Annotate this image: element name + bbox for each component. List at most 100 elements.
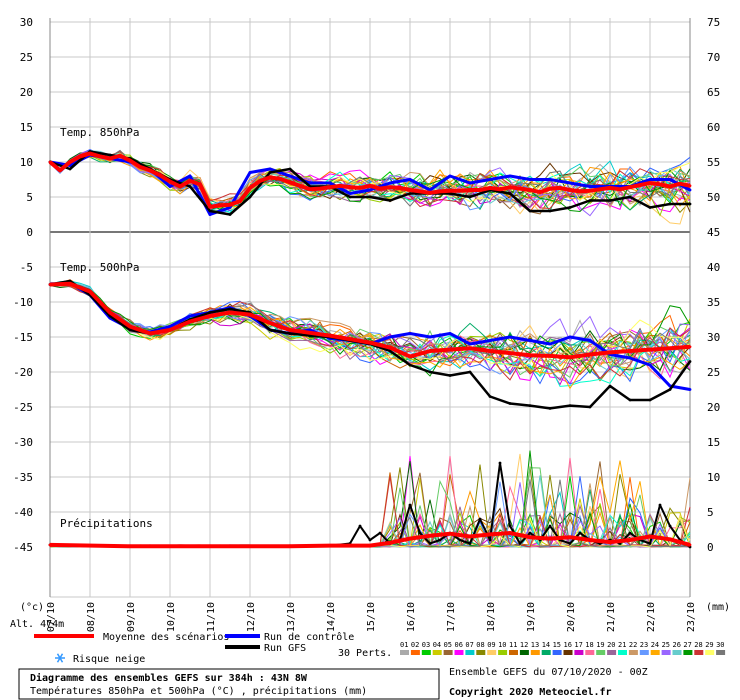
gfs-precip-line bbox=[49, 462, 691, 548]
x-tick-label: 16/10 bbox=[406, 602, 417, 632]
gfs-precip-line-point bbox=[428, 542, 432, 545]
footer: Diagramme des ensembles GEFS sur 384h : … bbox=[18, 667, 648, 700]
x-tick-label: 19/10 bbox=[526, 602, 537, 632]
mean-precip-line-point bbox=[568, 535, 572, 539]
y-left-tick-label: -20 bbox=[13, 366, 33, 379]
x-tick-label: 11/10 bbox=[206, 602, 217, 632]
mean-500-line-point bbox=[448, 348, 452, 351]
mean-850-line-point bbox=[248, 186, 252, 190]
mean-850-line-point bbox=[318, 187, 322, 191]
mean-850-line-point bbox=[448, 189, 452, 193]
pert-swatch bbox=[639, 650, 649, 655]
footer-run: Ensemble GEFS du 07/10/2020 - 00Z bbox=[449, 667, 648, 678]
gfs-850-line-point bbox=[548, 209, 552, 213]
panel-title-850: Temp. 850hPa bbox=[60, 126, 139, 139]
gfs-850-line-point bbox=[408, 192, 412, 195]
mean-500-line-point bbox=[368, 341, 372, 344]
mean-precip-line-point bbox=[488, 533, 492, 536]
pert-swatch bbox=[519, 650, 529, 655]
gfs-500-line-point bbox=[608, 384, 612, 388]
pert-swatch bbox=[541, 650, 551, 655]
gfs-precip-line-point bbox=[548, 524, 552, 528]
mean-850-line-point bbox=[408, 188, 412, 192]
mean-500-line-point bbox=[608, 351, 612, 354]
mean-500-line-point bbox=[408, 355, 412, 358]
mean-850-line-point bbox=[88, 152, 92, 156]
mean-850-line-point bbox=[538, 190, 542, 194]
x-tick-label: 20/10 bbox=[566, 602, 577, 632]
mean-850-line-point bbox=[668, 185, 672, 188]
gfs-850-line-point bbox=[68, 167, 72, 171]
mean-500-line-point bbox=[188, 320, 192, 323]
gfs-precip-line-point bbox=[668, 524, 672, 528]
mean-500-line-point bbox=[68, 282, 72, 286]
control-850-line-point bbox=[368, 188, 372, 192]
mean-850-line-point bbox=[288, 180, 292, 184]
control-850-line-point bbox=[208, 213, 212, 216]
gfs-500-line-point bbox=[528, 404, 532, 407]
pert-number: 01 bbox=[400, 641, 408, 649]
gfs-850-line-point bbox=[668, 202, 672, 206]
x-axis: 07/10 08/10 09/10 10/10 11/10 12/10 13/10 14/10… bbox=[46, 602, 697, 632]
x-tick-label: 22/10 bbox=[646, 602, 657, 632]
control-850-line-point bbox=[488, 178, 492, 181]
control-500-line-point bbox=[408, 332, 412, 335]
mean-500-line-point bbox=[668, 346, 672, 350]
mean-850-line-point bbox=[618, 187, 622, 191]
mean-850-line-point bbox=[128, 159, 132, 163]
mean-precip-line-point bbox=[48, 543, 52, 547]
mean-850-line-point bbox=[628, 185, 632, 189]
legend-perts-label: 30 Perts. bbox=[338, 648, 392, 659]
x-tick-label: 12/10 bbox=[246, 602, 257, 632]
mean-850-line-point bbox=[238, 199, 242, 203]
mean-850-line-point bbox=[688, 184, 692, 188]
y-right-tick-label: 15 bbox=[707, 436, 720, 449]
y-left-tick-label: -25 bbox=[13, 401, 33, 414]
mean-500-line-point bbox=[168, 328, 172, 332]
mean-500-line-point bbox=[568, 355, 572, 359]
gfs-precip-line-point bbox=[468, 542, 472, 545]
perturbation-legend: 01 02 03 04 05 06 07 08 09 10 11 12 13 14 15 16 17 18 19 20… bbox=[400, 641, 726, 655]
gfs-850-line-point bbox=[688, 202, 692, 206]
gfs-500-line-point bbox=[588, 405, 592, 409]
gfs-500-line-point bbox=[468, 370, 472, 374]
gfs-850-line-point bbox=[368, 195, 372, 199]
control-850-line-point bbox=[248, 171, 252, 174]
gfs-850-line-point bbox=[588, 199, 592, 202]
pert-swatch bbox=[410, 650, 420, 655]
legend-control-label: Run de contrôle bbox=[264, 631, 354, 643]
mean-precip-line-point bbox=[428, 534, 432, 538]
control-500-line-point bbox=[428, 335, 432, 339]
pert-swatch bbox=[650, 650, 660, 655]
mean-precip-line-point bbox=[588, 538, 592, 542]
control-850-line-point bbox=[228, 206, 232, 209]
pert-number: 17 bbox=[574, 641, 582, 649]
mean-850-line-point bbox=[458, 189, 462, 193]
gfs-500-line-point bbox=[428, 370, 432, 374]
y-left-tick-label: -30 bbox=[13, 436, 33, 449]
gfs-precip-line-point bbox=[418, 531, 422, 535]
pert-number: 18 bbox=[585, 641, 593, 649]
pert-number: 28 bbox=[694, 641, 702, 649]
x-tick-label: 21/10 bbox=[606, 602, 617, 632]
mean-precip-line-point bbox=[528, 535, 532, 539]
mean-500-line-point bbox=[248, 313, 252, 316]
gfs-precip-line-point bbox=[478, 517, 482, 521]
control-500-line-point bbox=[548, 342, 552, 346]
mean-850-line-point bbox=[178, 185, 182, 188]
mean-precip-line-point bbox=[628, 538, 632, 542]
y-left-tick-label: 25 bbox=[20, 51, 33, 64]
control-850-line-point bbox=[408, 178, 412, 181]
mean-500-line-point bbox=[108, 311, 112, 314]
gfs-850-line-point bbox=[288, 167, 292, 171]
mean-850-line-point bbox=[648, 181, 652, 185]
y-left-tick-label: 15 bbox=[20, 121, 33, 134]
control-850-line-point bbox=[668, 178, 672, 181]
mean-precip-line-point bbox=[668, 537, 672, 541]
main-series bbox=[48, 150, 692, 549]
pert-number: 15 bbox=[553, 641, 561, 649]
mean-500-line-point bbox=[468, 346, 472, 350]
mean-850-line-point bbox=[568, 188, 572, 192]
altitude-label: Alt. 474m bbox=[10, 619, 64, 630]
